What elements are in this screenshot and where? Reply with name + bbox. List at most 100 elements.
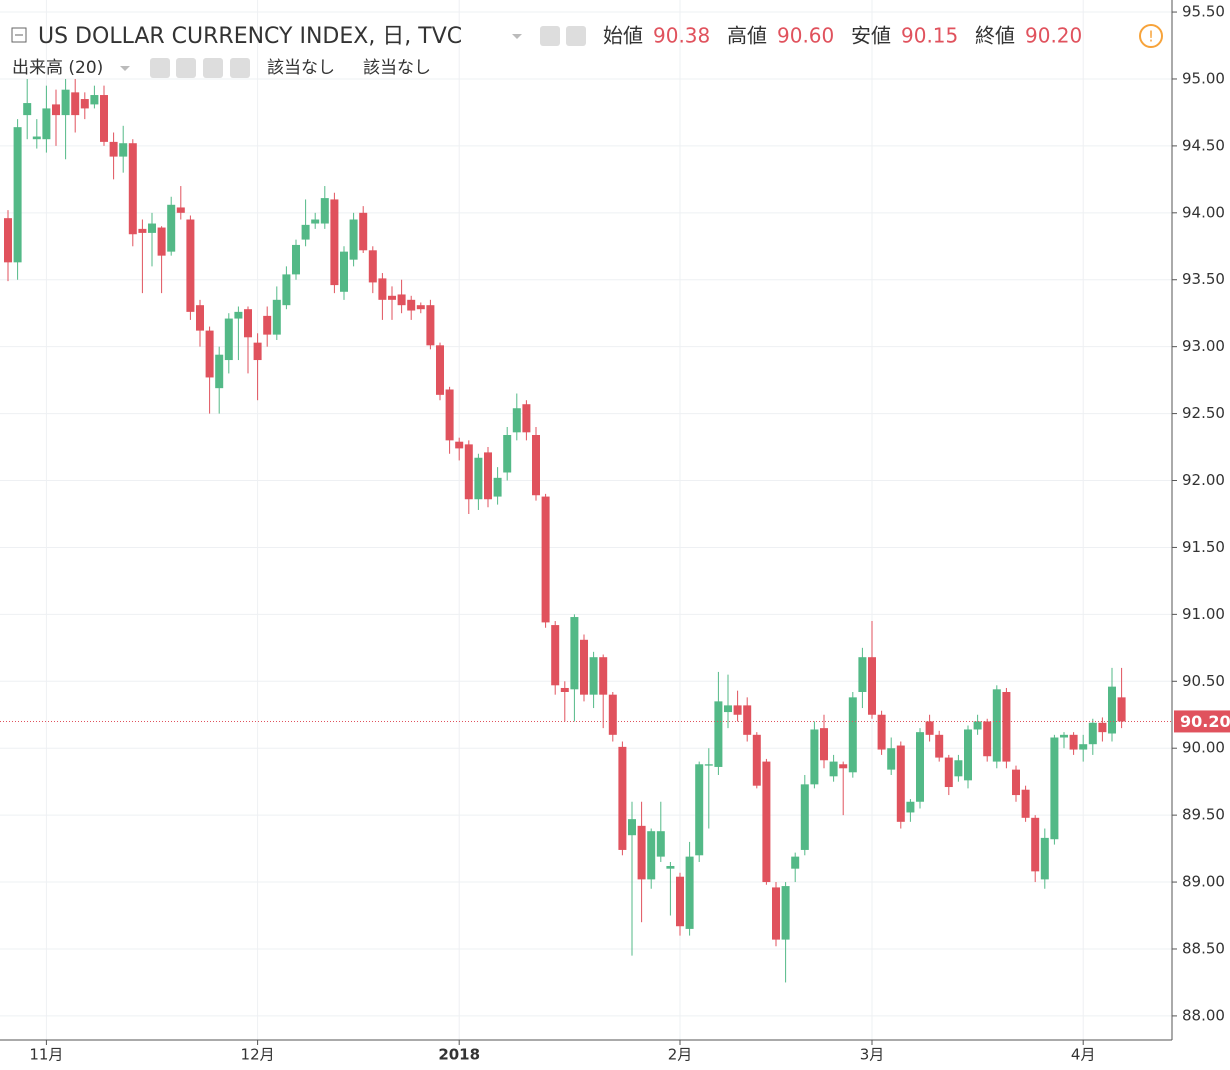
y-tick-label: 94.00 [1182, 203, 1225, 221]
candle-body [973, 721, 982, 730]
candle-body [330, 199, 339, 286]
y-tick-label: 89.00 [1182, 873, 1225, 891]
candle-body [992, 689, 1001, 762]
candle-body [359, 212, 368, 251]
candle-body [436, 345, 444, 395]
x-tick-label: 2018 [438, 1046, 480, 1064]
candle-body [983, 721, 992, 757]
y-tick-label: 90.50 [1182, 672, 1225, 690]
candle-body [474, 457, 483, 500]
candle-body [1069, 734, 1078, 750]
candle-body [752, 734, 761, 786]
candle-body [551, 625, 560, 686]
volume-label: 出来高 (20) [12, 58, 103, 78]
candle-body [1031, 817, 1040, 872]
candle-body [791, 856, 800, 869]
candle-body [503, 435, 512, 473]
candle-body [522, 404, 531, 433]
eye-icon[interactable] [150, 58, 170, 78]
add-icon[interactable] [203, 58, 223, 78]
candle-body [887, 748, 896, 770]
dropdown-icon[interactable] [512, 34, 522, 39]
candle-body [301, 224, 310, 240]
x-tick-label: 2月 [668, 1046, 693, 1064]
candle-body [810, 729, 819, 785]
candle-body [1088, 722, 1097, 745]
candle-body [714, 701, 723, 767]
eye-icon[interactable] [540, 26, 560, 46]
candle-body [820, 728, 828, 761]
candle-body [416, 305, 425, 310]
y-tick-label: 92.50 [1182, 404, 1225, 422]
candle-body [253, 342, 262, 361]
candles [4, 78, 1126, 983]
candle-body [676, 876, 684, 927]
candle-body [925, 721, 934, 735]
candle-body [733, 705, 742, 715]
y-tick-label: 92.00 [1182, 471, 1225, 489]
candle-body [80, 99, 89, 109]
candle-body [368, 250, 377, 283]
x-tick-label: 12月 [241, 1046, 275, 1064]
candle-body [964, 729, 972, 781]
alert-icon[interactable] [1139, 24, 1163, 48]
candle-body [234, 311, 243, 319]
candle-body [397, 294, 406, 306]
candle-body [1012, 769, 1020, 796]
dropdown-icon[interactable] [120, 66, 130, 71]
candle-body [916, 732, 924, 802]
candle-body [580, 639, 588, 695]
candle-body [628, 819, 636, 836]
candle-body [1050, 737, 1059, 840]
candle-body [1060, 734, 1068, 738]
ohlc-value: 90.20 [1025, 24, 1082, 48]
candle-body [954, 760, 963, 777]
candle-body [71, 92, 80, 116]
candle-body [263, 315, 272, 335]
candle-body [167, 204, 176, 252]
candle-body [848, 697, 857, 773]
candle-body [695, 764, 704, 856]
candle-body [320, 198, 329, 224]
ohlc-label: 始値 [603, 24, 643, 48]
candle-body [800, 784, 809, 850]
candle-body [32, 136, 41, 140]
candle-body [839, 764, 848, 769]
gear-icon[interactable] [566, 26, 586, 46]
candle-body [647, 831, 656, 880]
last-price-label: 90.20 [1180, 712, 1230, 731]
y-tick-label: 91.50 [1182, 538, 1225, 556]
y-tick-label: 88.00 [1182, 1006, 1225, 1024]
alert-icon-mark: ! [1148, 28, 1154, 46]
candle-body [407, 299, 416, 311]
volume-value: 該当なし [267, 58, 335, 78]
candle-body [1040, 837, 1049, 880]
candle-body [455, 441, 464, 449]
candle-body [877, 714, 886, 750]
collapse-icon[interactable] [11, 27, 27, 43]
candle-body [762, 761, 771, 883]
candle-body [445, 389, 454, 441]
candle-body [272, 299, 281, 335]
ohlc-value: 90.38 [653, 24, 710, 48]
gear-icon[interactable] [176, 58, 196, 78]
candle-body [100, 95, 108, 142]
candle-body [215, 354, 224, 389]
candle-body [868, 657, 876, 715]
close-icon[interactable] [230, 58, 250, 78]
candle-body [599, 657, 608, 695]
x-tick-label: 11月 [29, 1046, 63, 1064]
ohlc-label: 終値 [975, 24, 1015, 48]
candle-body [13, 127, 22, 263]
candle-body [426, 305, 435, 346]
x-tick-label: 4月 [1071, 1046, 1096, 1064]
candle-body [618, 746, 627, 850]
y-tick-label: 88.50 [1182, 939, 1225, 957]
candle-body [176, 207, 185, 213]
candle-body [896, 745, 905, 822]
candle-body [148, 223, 156, 233]
candle-body [704, 764, 713, 766]
candle-body [128, 143, 137, 235]
